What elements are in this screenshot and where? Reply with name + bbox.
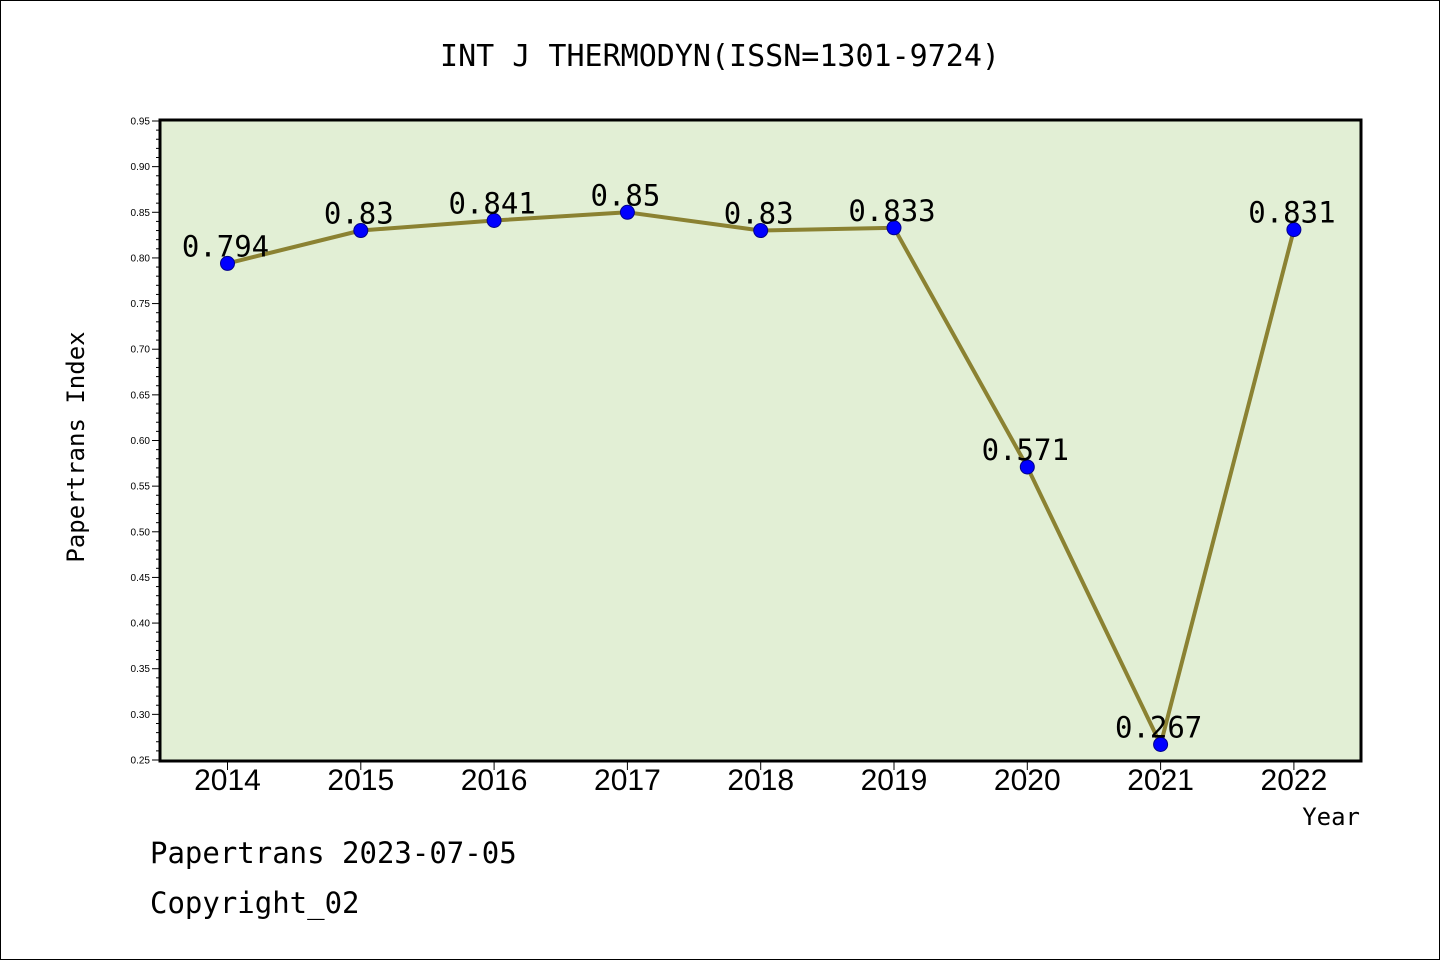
data-point-marker [886,220,902,236]
y-tick-label: 0.75 [131,299,151,310]
x-tick-label: 2022 [1261,764,1328,797]
x-tick-label: 2020 [994,764,1061,797]
y-tick-label: 0.90 [131,162,151,173]
data-value-label: 0.841 [448,187,535,221]
x-tick-label: 2021 [1127,764,1194,797]
data-value-label: 0.267 [1115,710,1202,744]
y-tick-label: 0.55 [131,482,151,493]
chart-title: INT J THERMODYN(ISSN=1301-9724) [440,39,1000,74]
footer-date-text: Papertrans 2023-07-05 [150,836,517,870]
data-value-label: 0.571 [982,433,1069,467]
y-tick-label: 0.70 [131,345,151,356]
y-tick-label: 0.50 [131,527,151,538]
data-value-label: 0.833 [848,194,935,228]
data-value-label: 0.83 [724,197,794,231]
x-tick-label: 2018 [727,764,794,797]
data-point-marker [753,223,769,239]
data-point-marker [353,223,369,239]
footer-copyright-text: Copyright_02 [150,886,360,920]
data-point-marker [220,255,235,271]
x-tick-label: 2014 [194,764,261,797]
x-tick-label: 2017 [594,764,661,797]
data-labels-layer: 0.794 0.83 0.841 0.85 0.83 0.833 0.571 0.267 0.8… [182,178,1336,744]
y-tick-label: 0.30 [131,710,151,721]
data-value-label: 0.85 [590,178,660,212]
data-value-label: 0.794 [182,229,269,263]
x-axis-title: Year [1302,803,1360,831]
y-tick-label: 0.80 [131,253,151,264]
data-point-marker [1019,459,1035,475]
x-tick-label: 2019 [861,764,928,797]
x-axis-ticks: 2014 2015 2016 2017 2018 2019 2020 2021 2022 [194,761,1327,797]
y-tick-label: 0.60 [131,436,151,447]
data-value-label: 0.83 [324,197,394,231]
data-point-marker [619,204,635,220]
x-tick-label: 2016 [461,764,528,797]
data-point-marker [1153,736,1169,752]
y-tick-label: 0.40 [131,619,151,630]
y-tick-label: 0.35 [131,664,151,675]
data-point-marker [1286,222,1302,238]
series-layer [220,204,1302,752]
y-axis-ticks: 0.25 0.30 0.35 0.40 0.45 0.50 0.55 0.60 0.65 0.70… [131,117,160,767]
data-value-label: 0.831 [1248,196,1335,230]
y-tick-label: 0.95 [131,117,151,128]
x-tick-label: 2015 [327,764,394,797]
y-tick-label: 0.25 [131,756,151,767]
y-tick-label: 0.65 [131,390,151,401]
y-tick-label: 0.45 [131,573,151,584]
data-point-marker [486,213,502,229]
y-tick-label: 0.85 [131,208,151,219]
y-axis-title: Papertrans Index [62,331,90,562]
